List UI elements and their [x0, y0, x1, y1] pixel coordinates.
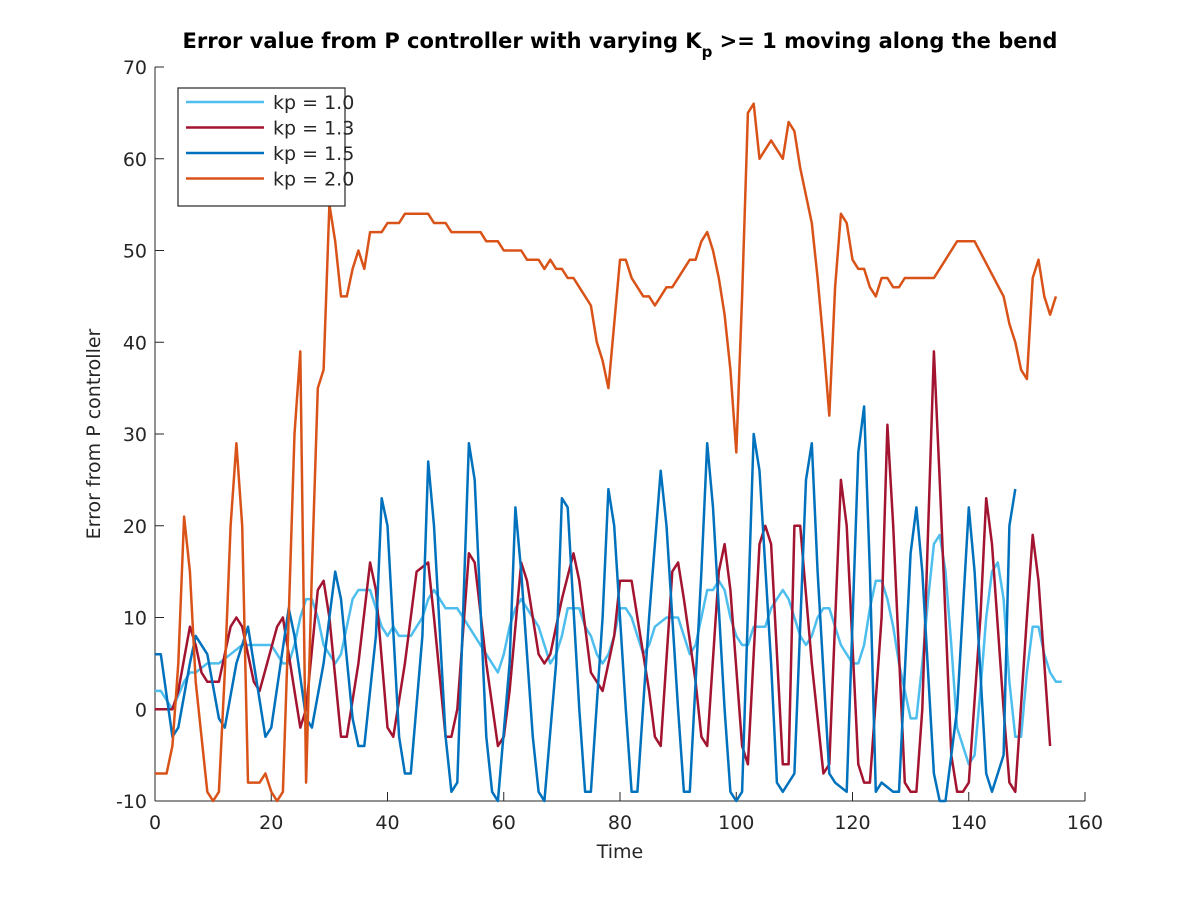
y-tick-label: 50 — [123, 241, 147, 263]
y-tick-label: 0 — [135, 699, 147, 721]
legend-box — [177, 87, 346, 207]
data-line — [155, 405, 1017, 803]
y-tick-label: 10 — [123, 608, 147, 630]
title-subscript: p — [702, 43, 713, 61]
y-tick-label: 40 — [123, 332, 147, 354]
y-tick-label: 30 — [123, 424, 147, 446]
data-line — [155, 533, 1062, 766]
y-tick-label: 60 — [123, 149, 147, 171]
legend-label: kp = 1.5 — [273, 143, 354, 165]
x-tick-label: 140 — [951, 812, 987, 834]
y-axis-label: Error from P controller — [83, 328, 105, 539]
title-text: >= 1 moving along the bend — [712, 29, 1057, 53]
x-tick-label: 0 — [149, 812, 161, 834]
chart-title: Error value from P controller with varyi… — [183, 29, 1058, 61]
x-tick-label: 80 — [608, 812, 632, 834]
x-axis-label: Time — [596, 841, 644, 863]
x-tick-label: 160 — [1067, 812, 1103, 834]
x-tick-label: 40 — [375, 812, 399, 834]
title-text: Error value from P controller with varyi… — [183, 29, 703, 53]
y-tick-label: 20 — [123, 516, 147, 538]
x-tick-label: 60 — [492, 812, 516, 834]
x-tick-label: 20 — [259, 812, 283, 834]
y-tick-label: -10 — [116, 791, 147, 813]
data-line — [155, 102, 1058, 803]
legend-label: kp = 2.0 — [273, 169, 354, 191]
legend-label: kp = 1.0 — [273, 92, 354, 114]
x-tick-label: 100 — [718, 812, 754, 834]
legend-label: kp = 1.3 — [273, 118, 354, 140]
data-line — [155, 350, 1052, 794]
x-tick-label: 120 — [834, 812, 870, 834]
y-tick-label: 70 — [123, 57, 147, 79]
